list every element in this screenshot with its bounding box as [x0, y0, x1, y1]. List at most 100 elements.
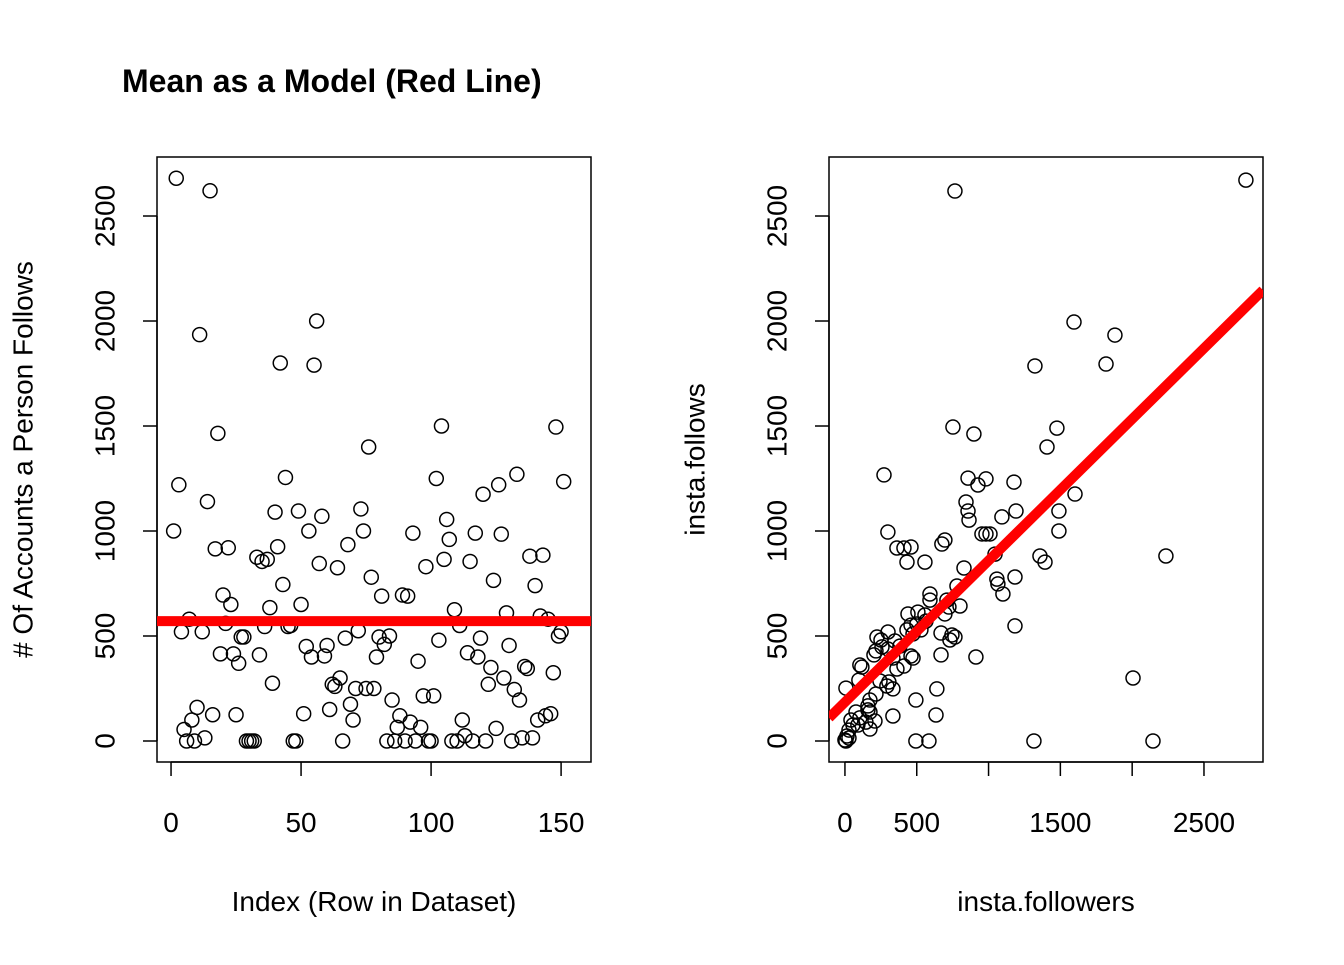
point	[1039, 439, 1055, 455]
point	[917, 554, 933, 570]
point	[202, 183, 218, 199]
point	[376, 636, 393, 653]
point	[514, 730, 530, 746]
point	[347, 680, 364, 697]
point	[303, 649, 320, 665]
point	[295, 705, 312, 722]
point	[845, 717, 861, 733]
point	[1066, 314, 1082, 330]
point	[860, 698, 876, 714]
point	[527, 577, 543, 594]
point	[394, 587, 411, 603]
point	[1145, 733, 1161, 749]
point	[290, 503, 307, 519]
point	[464, 733, 481, 749]
y-tick-label: 0	[761, 733, 792, 749]
x-tick-label: 150	[538, 807, 585, 838]
x-tick-label: 0	[837, 807, 853, 838]
x-tick-label: 100	[408, 807, 455, 838]
point	[215, 587, 231, 603]
point	[942, 632, 958, 648]
point	[1067, 486, 1083, 502]
point	[542, 705, 559, 722]
point	[262, 599, 278, 616]
point	[189, 699, 205, 716]
point	[889, 661, 905, 677]
point	[522, 548, 538, 564]
point	[329, 560, 346, 576]
point	[425, 688, 442, 704]
plot-area	[157, 170, 591, 749]
point	[885, 681, 901, 697]
point	[319, 637, 335, 654]
point	[490, 477, 507, 493]
point	[389, 719, 406, 736]
point	[306, 357, 322, 373]
point	[225, 646, 242, 662]
point	[862, 704, 878, 720]
x-tick-label: 50	[285, 807, 316, 838]
point	[246, 733, 263, 749]
point	[1026, 733, 1042, 749]
point	[327, 678, 343, 695]
point	[922, 586, 938, 602]
point	[405, 525, 421, 541]
point	[267, 504, 283, 520]
point	[197, 730, 213, 746]
y-tick-label: 2000	[761, 290, 792, 352]
point	[866, 647, 882, 663]
point	[493, 526, 510, 542]
point	[485, 572, 502, 589]
point	[1051, 523, 1067, 539]
point	[990, 576, 1006, 592]
point	[488, 720, 504, 737]
point	[483, 659, 499, 676]
y-tick-label: 0	[89, 733, 120, 749]
point	[555, 473, 572, 490]
point	[314, 508, 330, 525]
point	[212, 646, 229, 662]
point	[165, 523, 182, 539]
point	[475, 486, 491, 503]
point	[373, 588, 390, 604]
point	[900, 606, 916, 622]
point	[922, 592, 938, 608]
point	[210, 425, 226, 442]
point	[171, 477, 187, 493]
point	[436, 551, 452, 568]
point	[176, 721, 192, 738]
y-tick-label: 1000	[89, 500, 120, 562]
point	[860, 702, 876, 718]
point	[204, 707, 221, 723]
point	[316, 648, 333, 664]
point	[1051, 503, 1067, 519]
point	[982, 526, 998, 542]
point	[470, 649, 486, 665]
point	[899, 554, 915, 570]
point	[529, 712, 546, 728]
y-tick-label: 2500	[89, 185, 120, 247]
point	[269, 539, 286, 555]
point	[934, 536, 950, 552]
point	[186, 733, 203, 749]
point	[308, 313, 325, 329]
point	[275, 576, 291, 593]
point	[168, 170, 184, 186]
point	[550, 628, 567, 644]
point	[1098, 356, 1114, 372]
point	[355, 523, 372, 539]
point	[412, 719, 429, 736]
plot-area	[829, 172, 1263, 749]
point	[397, 733, 413, 749]
point	[905, 650, 921, 666]
point	[1049, 420, 1065, 436]
point	[454, 712, 471, 728]
point	[472, 630, 489, 646]
point	[345, 712, 361, 728]
point	[545, 665, 562, 681]
y-tick-label: 1000	[761, 500, 792, 562]
point	[960, 503, 976, 519]
point	[868, 686, 884, 702]
plot-box	[828, 156, 1264, 763]
